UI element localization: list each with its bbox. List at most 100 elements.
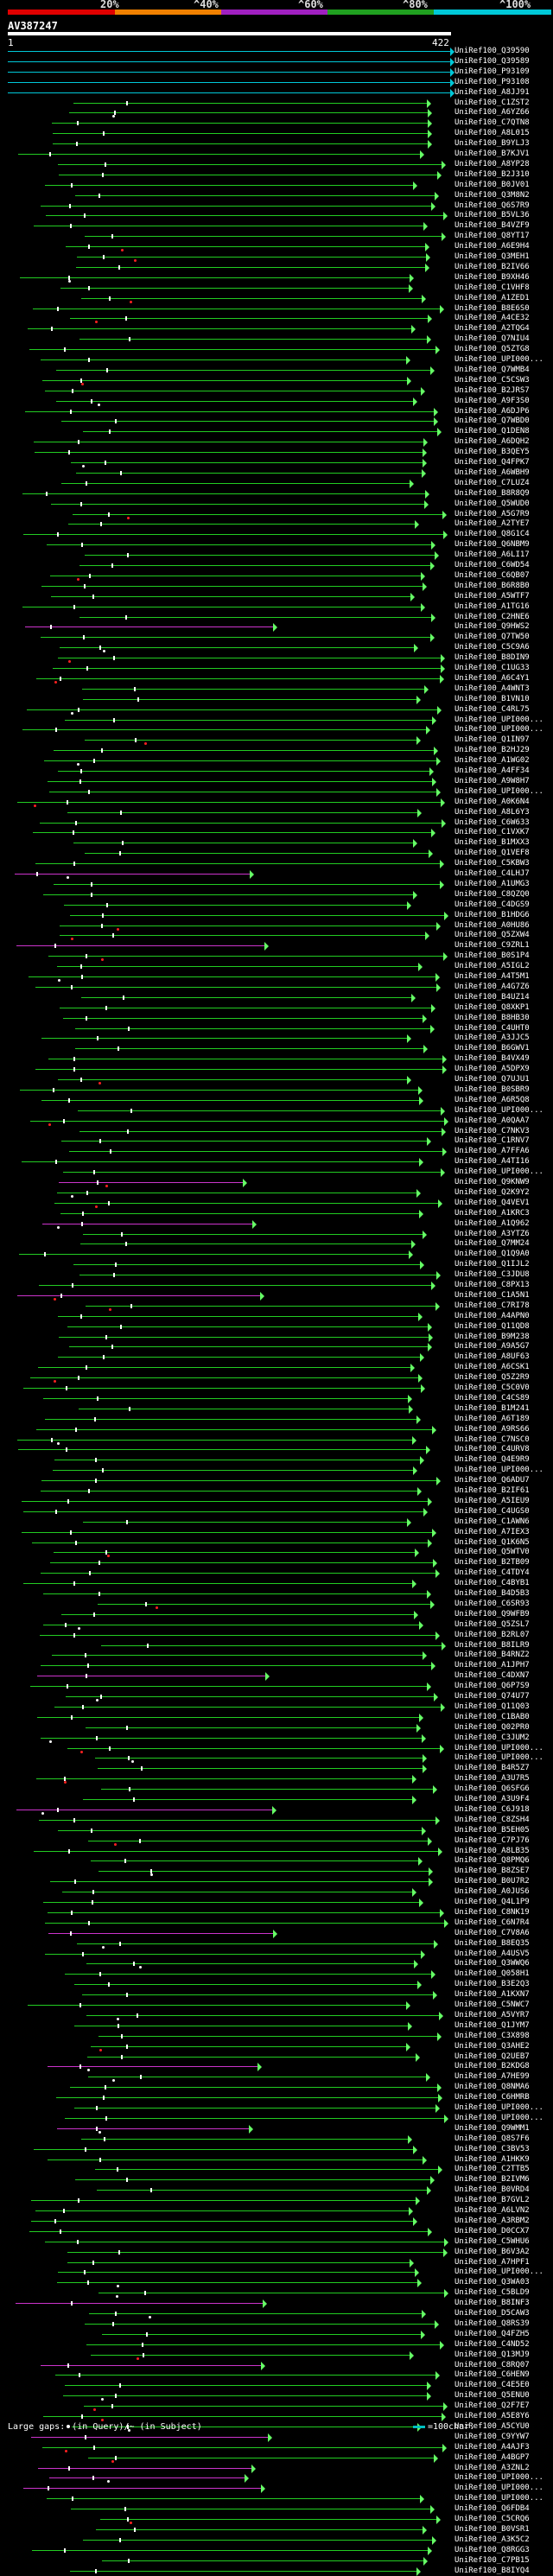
hit-label[interactable]: UniRef100_A9F3S0 xyxy=(454,396,530,405)
hit-label[interactable]: UniRef100_Q02PR0 xyxy=(454,1722,530,1732)
hit-row[interactable]: UniRef100_Q39590 xyxy=(0,47,553,56)
hit-label[interactable]: UniRef100_B2J310 xyxy=(454,169,530,179)
hit-row[interactable]: UniRef100_B0SBR9 xyxy=(0,1085,553,1095)
hit-row[interactable]: UniRef100_A3U9F4 xyxy=(0,1795,553,1804)
hit-label[interactable]: UniRef100_Q1IN97 xyxy=(454,735,530,745)
hit-label[interactable]: UniRef100_Q1JYM7 xyxy=(454,2020,530,2030)
hit-row[interactable]: UniRef100_Q8G1C4 xyxy=(0,530,553,540)
hit-row[interactable]: UniRef100_A5G7R9 xyxy=(0,510,553,519)
hit-label[interactable]: UniRef100_Q6ADU7 xyxy=(454,1476,530,1485)
hit-row[interactable]: UniRef100_C4UGS0 xyxy=(0,1507,553,1517)
hit-row[interactable]: UniRef100_C5C0V0 xyxy=(0,1383,553,1393)
hit-row[interactable]: UniRef100_A9A5G7 xyxy=(0,1342,553,1352)
hit-row[interactable]: UniRef100_B2J310 xyxy=(0,170,553,180)
hit-row[interactable]: UniRef100_A4G7Z6 xyxy=(0,983,553,992)
hit-label[interactable]: UniRef100_UPI000... xyxy=(454,1466,543,1475)
hit-row[interactable]: UniRef100_Q6SFG6 xyxy=(0,1784,553,1795)
hit-label[interactable]: UniRef100_B4VX49 xyxy=(454,1054,530,1064)
hit-row[interactable]: UniRef100_A0K6N4 xyxy=(0,798,553,807)
hit-label[interactable]: UniRef100_B8R8Q9 xyxy=(454,488,530,498)
hit-label[interactable]: UniRef100_A6DQH2 xyxy=(454,437,530,447)
hit-row[interactable]: UniRef100_C4UHT0 xyxy=(0,1024,553,1034)
hit-label[interactable]: UniRef100_C2HNE6 xyxy=(454,612,530,621)
hit-row[interactable]: UniRef100_UPI000... xyxy=(0,1753,553,1764)
hit-row[interactable]: UniRef100_B4VZF9 xyxy=(0,221,553,232)
hit-label[interactable]: UniRef100_C3X898 xyxy=(454,2031,530,2040)
hit-label[interactable]: UniRef100_Q8RS39 xyxy=(454,2318,530,2328)
hit-row[interactable]: UniRef100_UPI000... xyxy=(0,1466,553,1476)
hit-row[interactable]: UniRef100_C8RQ07 xyxy=(0,2361,553,2370)
hit-row[interactable]: UniRef100_C5C9A6 xyxy=(0,643,553,653)
hit-label[interactable]: UniRef100_Q11QD8 xyxy=(454,1321,530,1331)
hit-row[interactable]: UniRef100_UPI000... xyxy=(0,355,553,365)
hit-row[interactable]: UniRef100_C4ND52 xyxy=(0,2340,553,2350)
hit-label[interactable]: UniRef100_B6GWV1 xyxy=(454,1044,530,1053)
hit-row[interactable]: UniRef100_B4VX49 xyxy=(0,1054,553,1065)
hit-label[interactable]: UniRef100_C4ND52 xyxy=(454,2339,530,2349)
hit-row[interactable]: UniRef100_Q6P7S9 xyxy=(0,1682,553,1692)
hit-row[interactable]: UniRef100_B8EQ35 xyxy=(0,1939,553,1949)
hit-label[interactable]: UniRef100_Q6S7R9 xyxy=(454,200,530,210)
hit-label[interactable]: UniRef100_A1KXN7 xyxy=(454,1990,530,2000)
hit-label[interactable]: UniRef100_Q1IJL2 xyxy=(454,1260,530,1269)
hit-row[interactable]: UniRef100_C6J918 xyxy=(0,1805,553,1815)
hit-row[interactable]: UniRef100_D5CAW3 xyxy=(0,2309,553,2318)
hit-label[interactable]: UniRef100_C3BV53 xyxy=(454,2144,530,2153)
hit-label[interactable]: UniRef100_UPI000... xyxy=(454,355,543,364)
hit-label[interactable]: UniRef100_Q5WTV0 xyxy=(454,1548,530,1557)
hit-row[interactable]: UniRef100_C4RL75 xyxy=(0,705,553,715)
hit-label[interactable]: UniRef100_C5C9A6 xyxy=(454,643,530,652)
hit-row[interactable]: UniRef100_C4E5E0 xyxy=(0,2381,553,2391)
hit-row[interactable]: UniRef100_C5CRQ6 xyxy=(0,2515,553,2524)
hit-label[interactable]: UniRef100_UPI000... xyxy=(454,1105,543,1115)
hit-label[interactable]: UniRef100_C4URV8 xyxy=(454,1445,530,1454)
hit-label[interactable]: UniRef100_Q4FZH5 xyxy=(454,2329,530,2338)
hit-label[interactable]: UniRef100_Q4E9R9 xyxy=(454,1455,530,1465)
hit-row[interactable]: UniRef100_C5WHU6 xyxy=(0,2237,553,2247)
hit-row[interactable]: UniRef100_B2KDG8 xyxy=(0,2062,553,2072)
hit-label[interactable]: UniRef100_UPI000... xyxy=(454,2268,543,2277)
hit-label[interactable]: UniRef100_B0U7R2 xyxy=(454,1877,530,1886)
hit-row[interactable]: UniRef100_C8ZSH4 xyxy=(0,1816,553,1825)
hit-row[interactable]: UniRef100_Q7MM24 xyxy=(0,1239,553,1250)
hit-label[interactable]: UniRef100_A6LVN2 xyxy=(454,2206,530,2215)
hit-label[interactable]: UniRef100_C7PB15 xyxy=(454,2555,530,2565)
hit-row[interactable]: UniRef100_A0QAA7 xyxy=(0,1116,553,1126)
hit-label[interactable]: UniRef100_B5VL36 xyxy=(454,211,530,220)
hit-row[interactable]: UniRef100_Q2UEB7 xyxy=(0,2052,553,2062)
hit-row[interactable]: UniRef100_Q7TW50 xyxy=(0,633,553,643)
hit-label[interactable]: UniRef100_Q8RGG3 xyxy=(454,2545,530,2554)
hit-label[interactable]: UniRef100_A5IGL2 xyxy=(454,962,530,971)
hit-row[interactable]: UniRef100_C4DXN7 xyxy=(0,1671,553,1682)
hit-label[interactable]: UniRef100_Q1VEF8 xyxy=(454,849,530,858)
hit-row[interactable]: UniRef100_Q6S7R9 xyxy=(0,201,553,211)
hit-row[interactable]: UniRef100_C1BAB0 xyxy=(0,1713,553,1722)
hit-label[interactable]: UniRef100_Q1DEN8 xyxy=(454,427,530,436)
hit-row[interactable]: UniRef100_Q3MEH1 xyxy=(0,252,553,262)
hit-label[interactable]: UniRef100_C1VXK7 xyxy=(454,828,530,837)
hit-row[interactable]: UniRef100_B7GVL2 xyxy=(0,2196,553,2206)
hit-row[interactable]: UniRef100_Q4FPK7 xyxy=(0,458,553,467)
hit-label[interactable]: UniRef100_C7V8A6 xyxy=(454,1928,530,1937)
hit-label[interactable]: UniRef100_A4WNT3 xyxy=(454,684,530,693)
hit-row[interactable]: UniRef100_Q5WUD0 xyxy=(0,499,553,509)
hit-row[interactable]: UniRef100_A5DPX9 xyxy=(0,1065,553,1075)
hit-row[interactable]: UniRef100_C6HEN9 xyxy=(0,2370,553,2381)
hit-row[interactable]: UniRef100_Q4E9R9 xyxy=(0,1455,553,1466)
hit-label[interactable]: UniRef100_A5WTF7 xyxy=(454,591,530,601)
hit-row[interactable]: UniRef100_Q3WWQ6 xyxy=(0,1959,553,1969)
hit-label[interactable]: UniRef100_Q2K9Y2 xyxy=(454,1187,530,1197)
hit-row[interactable]: UniRef100_B2RL07 xyxy=(0,1631,553,1640)
hit-row[interactable]: UniRef100_A3YTZ6 xyxy=(0,1230,553,1239)
hit-label[interactable]: UniRef100_C8ZSH4 xyxy=(454,1815,530,1824)
hit-row[interactable]: UniRef100_UPI000... xyxy=(0,1167,553,1178)
hit-label[interactable]: UniRef100_Q8YT17 xyxy=(454,232,530,241)
hit-row[interactable]: UniRef100_Q5ENU0 xyxy=(0,2391,553,2401)
hit-label[interactable]: UniRef100_C5CRQ6 xyxy=(454,2515,530,2523)
hit-label[interactable]: UniRef100_B2TB09 xyxy=(454,1558,530,1568)
hit-row[interactable]: UniRef100_UPI000... xyxy=(0,725,553,735)
hit-label[interactable]: UniRef100_C4DGS9 xyxy=(454,900,530,909)
hit-row[interactable]: UniRef100_UPI000... xyxy=(0,2268,553,2278)
hit-label[interactable]: UniRef100_A4T5M1 xyxy=(454,972,530,981)
hit-row[interactable]: UniRef100_Q1IN97 xyxy=(0,735,553,746)
